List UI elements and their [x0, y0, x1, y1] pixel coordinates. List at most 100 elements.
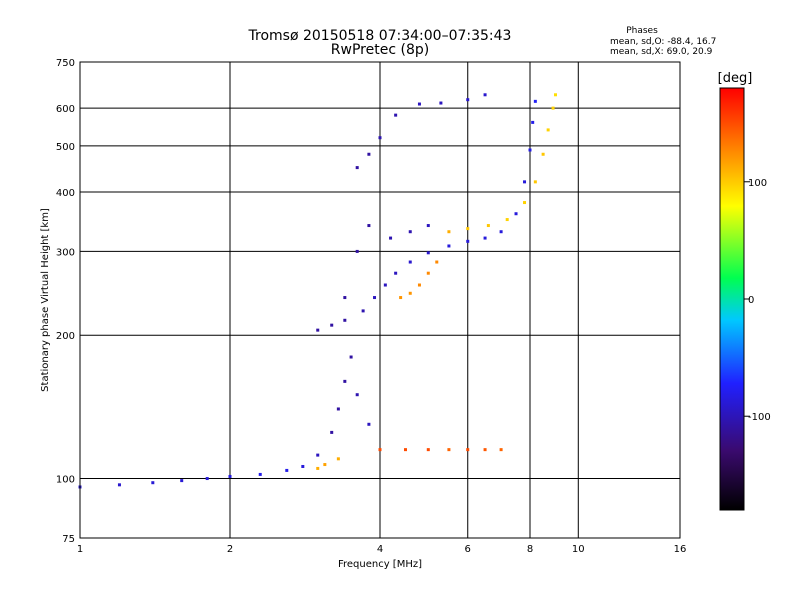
x-tick-label: 6	[465, 544, 471, 555]
data-point	[228, 474, 232, 478]
data-point	[546, 128, 550, 132]
data-point	[505, 218, 509, 222]
data-point	[316, 453, 320, 457]
data-point	[361, 309, 365, 313]
data-point	[426, 224, 430, 228]
y-tick-label: 750	[56, 58, 75, 69]
data-point	[336, 407, 340, 411]
y-tick-label: 200	[56, 331, 75, 342]
phase-stats-o: mean, sd,O: -88.4, 16.7	[610, 37, 716, 47]
data-point	[330, 430, 334, 434]
colorbar: [deg] -100 0 100	[718, 71, 771, 511]
data-point	[330, 323, 334, 327]
y-tick-label: 500	[56, 142, 75, 153]
data-point	[367, 422, 371, 426]
data-point	[426, 251, 430, 255]
data-point	[466, 239, 470, 243]
data-point	[355, 393, 359, 397]
data-point	[486, 224, 490, 228]
y-tick-label: 300	[56, 247, 75, 258]
data-point	[205, 477, 209, 481]
data-point	[399, 296, 403, 300]
data-point	[531, 120, 535, 124]
data-point	[403, 448, 407, 452]
colorbar-ticks: -100 0 100	[744, 178, 771, 423]
phase-stats-x: mean, sd,X: 69.0, 20.9	[610, 47, 713, 57]
data-point	[499, 448, 503, 452]
data-point	[389, 236, 393, 240]
data-point	[426, 448, 430, 452]
chart-title: Tromsø 20150518 07:34:00–07:35:43	[248, 28, 512, 44]
data-point	[447, 244, 451, 248]
chart-subtitle: RwPretec (8p)	[331, 42, 429, 58]
plot-area	[78, 61, 681, 539]
x-tick-label: 8	[527, 544, 533, 555]
data-point	[466, 227, 470, 231]
data-point	[528, 148, 532, 152]
data-point	[367, 152, 371, 156]
x-tick-label: 16	[674, 544, 687, 555]
data-point	[301, 464, 305, 468]
data-point	[514, 212, 518, 216]
y-tick-label: 600	[56, 104, 75, 115]
data-point	[316, 466, 320, 470]
data-point	[367, 224, 371, 228]
y-tick-label: 75	[62, 534, 75, 545]
data-point	[533, 180, 537, 184]
data-point	[466, 98, 470, 102]
data-point	[408, 291, 412, 295]
data-point	[180, 479, 184, 483]
grid-lines	[80, 62, 680, 538]
data-point	[483, 236, 487, 240]
data-point	[378, 448, 382, 452]
x-tick-label: 2	[227, 544, 233, 555]
data-point	[117, 483, 121, 487]
data-point	[349, 355, 353, 359]
data-point	[258, 472, 262, 476]
phase-stats-heading: Phases	[626, 26, 658, 36]
data-point	[483, 93, 487, 97]
data-point	[316, 328, 320, 332]
data-point	[343, 318, 347, 322]
data-point	[355, 249, 359, 253]
data-point	[439, 101, 443, 105]
data-point	[285, 468, 289, 472]
data-point	[426, 271, 430, 275]
data-point	[378, 136, 382, 140]
data-point	[373, 296, 377, 300]
data-point	[343, 379, 347, 383]
data-point	[523, 180, 527, 184]
data-point	[355, 166, 359, 170]
x-axis-label: Frequency [MHz]	[338, 559, 422, 570]
colorbar-label: [deg]	[718, 71, 753, 86]
plot-frame-top	[79, 61, 681, 539]
data-point	[417, 102, 421, 106]
data-point	[447, 448, 451, 452]
data-point	[435, 260, 439, 264]
x-axis-ticks: 1 2 4 6 8 10 16	[77, 544, 687, 555]
y-axis-ticks: 75 100 200 300 400 500 600 750	[56, 58, 75, 545]
data-point	[408, 260, 412, 264]
data-point	[343, 296, 347, 300]
data-point	[541, 152, 545, 156]
colorbar-tick-label: 0	[748, 295, 754, 306]
data-point	[553, 93, 557, 97]
data-point	[499, 230, 503, 234]
data-point	[336, 457, 340, 461]
data-point	[151, 481, 155, 485]
data-point	[417, 283, 421, 287]
y-tick-label: 100	[56, 475, 75, 486]
colorbar-tick-label: 100	[748, 178, 767, 189]
data-point	[523, 201, 527, 205]
y-tick-label: 400	[56, 188, 75, 199]
data-point	[408, 230, 412, 234]
x-tick-label: 4	[377, 544, 383, 555]
y-axis-label: Stationary phase Virtual Height [km]	[40, 208, 51, 392]
data-point	[383, 283, 387, 287]
data-point	[483, 448, 487, 452]
data-points	[78, 93, 557, 489]
data-point	[394, 271, 398, 275]
data-point	[394, 113, 398, 117]
data-point	[533, 99, 537, 103]
